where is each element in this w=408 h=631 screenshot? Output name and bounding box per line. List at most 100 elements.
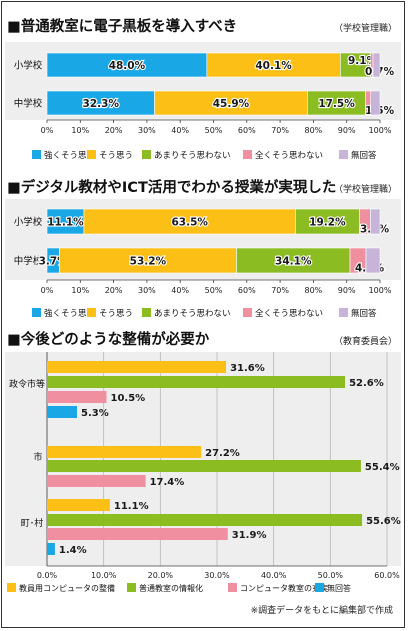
bar-segment bbox=[46, 90, 155, 116]
data-label: 45.9% bbox=[213, 98, 250, 110]
x-tick-label: 0.0% bbox=[37, 571, 58, 580]
x-tick-label: 30% bbox=[138, 126, 156, 135]
x-tick-label: 0% bbox=[41, 286, 54, 295]
bar bbox=[47, 361, 227, 373]
x-tick-label: 10.0% bbox=[91, 571, 117, 580]
x-tick-label: 40.0% bbox=[261, 571, 287, 580]
x-tick-label: 60.0% bbox=[374, 571, 400, 580]
bar bbox=[47, 460, 361, 472]
bar bbox=[47, 543, 55, 555]
x-tick-label: 50% bbox=[205, 126, 223, 135]
legend-label: そう思う bbox=[99, 309, 133, 319]
legend-label: コンピュータ教室の充実 bbox=[240, 583, 328, 593]
bar-segment bbox=[59, 247, 237, 274]
legend-label: 無回答 bbox=[327, 583, 351, 593]
x-tick-label: 20.0% bbox=[148, 571, 174, 580]
data-label: 55.4% bbox=[365, 462, 400, 473]
x-tick-label: 10% bbox=[71, 286, 89, 295]
chart-title: ■デジタル教材やICT活用でわかる授業が実現した bbox=[7, 178, 336, 196]
bar bbox=[47, 406, 78, 418]
category-label: 小学校 bbox=[14, 216, 43, 228]
x-tick-label: 100% bbox=[369, 126, 392, 135]
x-tick-label: 50.0% bbox=[318, 571, 344, 580]
x-tick-label: 20% bbox=[105, 286, 123, 295]
bar bbox=[47, 475, 146, 487]
legend-label: あまりそう思わない bbox=[154, 309, 231, 319]
data-label: 17.4% bbox=[150, 477, 185, 488]
legend-label: あまりそう思わない bbox=[154, 151, 231, 161]
chart-source-note: （教育委員会） bbox=[334, 335, 397, 347]
category-label: 中学校 bbox=[14, 98, 43, 110]
data-label: 52.6% bbox=[349, 378, 384, 389]
bar-segment bbox=[46, 208, 85, 235]
x-tick-label: 70% bbox=[271, 286, 289, 295]
bar-segment bbox=[206, 52, 341, 78]
x-tick-label: 70% bbox=[271, 126, 289, 135]
x-tick-label: 60% bbox=[238, 126, 256, 135]
x-tick-label: 80% bbox=[305, 126, 323, 135]
legend-swatch bbox=[7, 583, 16, 592]
x-tick-label: 50% bbox=[205, 286, 223, 295]
legend-swatch bbox=[142, 308, 151, 317]
legend-swatch bbox=[243, 150, 252, 159]
legend-swatch bbox=[339, 308, 348, 317]
data-label: 32.3% bbox=[83, 98, 120, 110]
x-tick-label: 60% bbox=[238, 286, 256, 295]
bar-segment bbox=[46, 52, 208, 78]
x-tick-label: 90% bbox=[338, 126, 356, 135]
legend-label: 全くそう思わない bbox=[255, 308, 323, 319]
bar bbox=[47, 446, 202, 458]
legend-swatch bbox=[87, 308, 96, 317]
data-label: 40.1% bbox=[255, 60, 292, 72]
legend-swatch bbox=[142, 150, 151, 159]
category-label: 町･村 bbox=[21, 517, 44, 529]
bar-segment bbox=[365, 247, 381, 274]
category-label: 政令市等 bbox=[9, 378, 45, 390]
bar bbox=[47, 514, 363, 526]
x-tick-label: 30% bbox=[138, 286, 156, 295]
data-label: 31.9% bbox=[232, 530, 267, 541]
footnote: ※調査データをもとに編集部で作成 bbox=[251, 604, 393, 616]
legend-label: 教員用コンピュータの整備 bbox=[19, 583, 115, 593]
chart-source-note: （学校管理職） bbox=[334, 22, 397, 34]
bar bbox=[47, 499, 110, 511]
bar bbox=[47, 376, 346, 388]
data-label: 34.1% bbox=[275, 256, 312, 268]
bar bbox=[47, 528, 228, 540]
legend-label: 普通教室の情報化 bbox=[139, 583, 203, 593]
data-label: 53.2% bbox=[130, 256, 167, 268]
bar-segment bbox=[340, 52, 371, 78]
bar-segment bbox=[370, 90, 381, 116]
x-tick-label: 20% bbox=[105, 126, 123, 135]
data-label: 5.3% bbox=[81, 408, 109, 419]
legend-swatch bbox=[87, 150, 96, 159]
category-label: 小学校 bbox=[14, 60, 43, 72]
bar-segment bbox=[370, 208, 381, 235]
legend-label: 全くそう思わない bbox=[255, 150, 323, 161]
x-tick-label: 0% bbox=[41, 126, 54, 135]
legend-label: そう思う bbox=[99, 151, 133, 161]
x-tick-label: 90% bbox=[338, 286, 356, 295]
legend-label: 無回答 bbox=[351, 150, 377, 161]
legend-swatch bbox=[243, 308, 252, 317]
chart-source-note: （学校管理職） bbox=[334, 183, 397, 195]
x-tick-label: 100% bbox=[369, 286, 392, 295]
bar-segment bbox=[236, 247, 351, 274]
category-label: 市 bbox=[33, 451, 42, 463]
data-label: 10.5% bbox=[111, 393, 146, 404]
legend-swatch bbox=[315, 583, 324, 592]
x-tick-label: 40% bbox=[171, 126, 189, 135]
bar-segment bbox=[295, 208, 360, 235]
x-tick-label: 10% bbox=[71, 126, 89, 135]
x-tick-label: 40% bbox=[171, 286, 189, 295]
data-label: 1.4% bbox=[59, 545, 87, 556]
data-label: 27.2% bbox=[205, 448, 240, 459]
data-label: 48.0% bbox=[109, 60, 146, 72]
x-tick-label: 30.0% bbox=[204, 571, 230, 580]
data-label: 63.5% bbox=[171, 217, 208, 229]
data-label: 17.5% bbox=[318, 98, 355, 110]
legend-swatch bbox=[228, 583, 237, 592]
data-label: 19.2% bbox=[309, 217, 346, 229]
legend-label: 無回答 bbox=[351, 308, 377, 319]
